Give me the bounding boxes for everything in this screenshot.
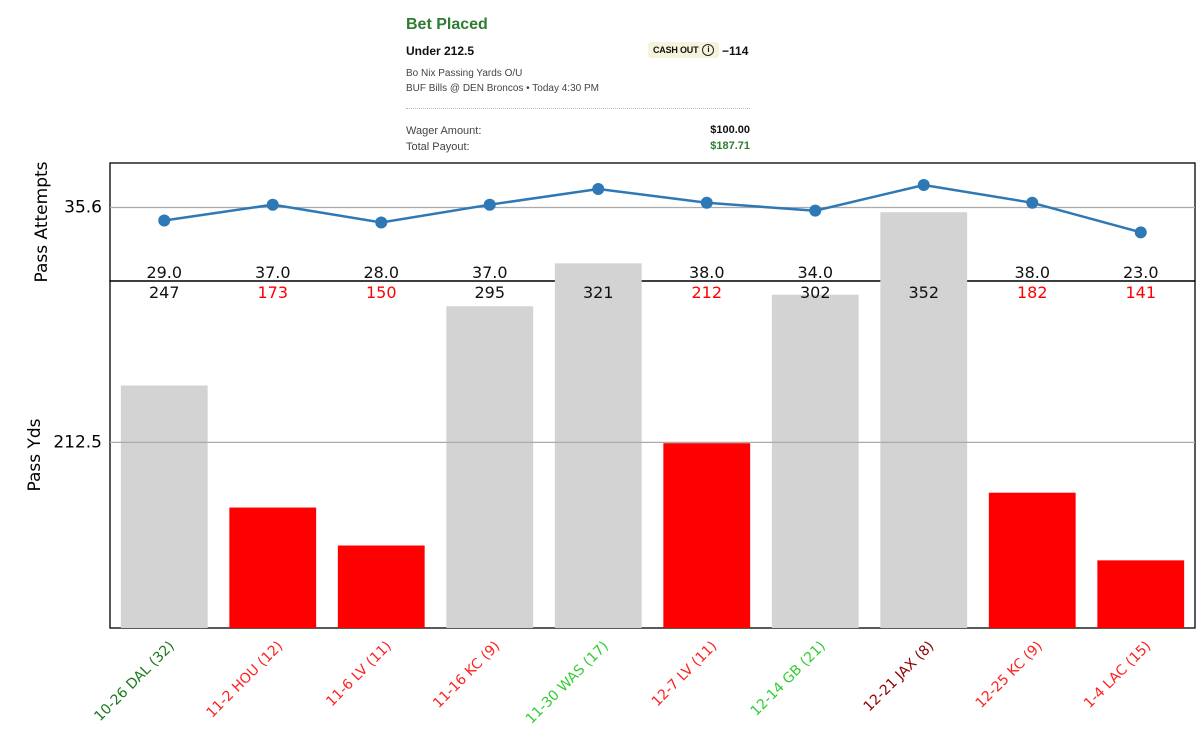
pass-attempts-point [483, 198, 496, 211]
pass-yards-value-label: 173 [257, 283, 288, 302]
pass-yards-bar [446, 306, 534, 628]
pass-attempts-point [158, 214, 171, 227]
info-icon[interactable]: i [702, 44, 715, 56]
pass-attempts-point [1134, 226, 1147, 239]
pass-yards-value-label: 212 [691, 283, 722, 302]
pass-yards-value-label: 182 [1017, 283, 1048, 302]
pass-attempts-point [375, 216, 388, 229]
x-tick-label: 12-25 KC (9) [973, 638, 1046, 711]
pass-yards-value-label: 247 [149, 283, 180, 302]
pass-yards-axis-label: Pass Yds [25, 418, 45, 491]
bottom-panel-frame [109, 280, 1196, 629]
bet-odds: −114 [722, 44, 749, 58]
pass-attempts-value-label: 38.0 [1014, 263, 1050, 282]
x-tick-label: 12-21 JAX (8) [861, 638, 938, 715]
x-tick-label: 11-16 KC (9) [430, 638, 503, 711]
total-payout-label: Total Payout: [406, 141, 470, 153]
bet-title: Bet Placed [406, 16, 488, 33]
pass-yards-value-label: 321 [583, 283, 614, 302]
pass-yards-bar [1097, 560, 1185, 628]
pass-attempts-point [592, 182, 605, 195]
cash-out-label: CASH OUT [653, 45, 699, 55]
x-tick-label: 11-2 HOU (12) [203, 638, 286, 721]
pass-yards-reference-label: 212.5 [53, 432, 102, 452]
pass-attempts-value-label: 28.0 [363, 263, 399, 282]
bet-game: BUF Bills @ DEN Broncos • Today 4:30 PM [406, 83, 599, 94]
pass-attempts-point [1026, 196, 1039, 209]
pass-attempts-point [809, 204, 822, 217]
x-tick-label: 12-7 LV (11) [649, 638, 721, 710]
pass-yards-panel: 212.5 Pass Yds 247 173 150 295 321 212 302 352 1… [25, 212, 1196, 629]
pass-attempts-value-label: 38.0 [689, 263, 725, 282]
bet-market: Bo Nix Passing Yards O/U [406, 68, 523, 79]
x-tick-label: 1-4 LAC (15) [1081, 638, 1154, 711]
wager-amount-label: Wager Amount: [406, 125, 482, 137]
pass-attempts-value-label: 23.0 [1123, 263, 1159, 282]
pass-attempts-point [700, 196, 713, 209]
pass-yards-bar [120, 385, 208, 628]
pass-attempts-line [164, 183, 1142, 234]
pass-yards-value-label: 150 [366, 283, 397, 302]
pass-attempts-value-label: 37.0 [472, 263, 508, 282]
pass-yards-bar [554, 263, 642, 628]
pass-yards-value-label: 295 [474, 283, 505, 302]
pass-yards-value-label: 302 [800, 283, 831, 302]
cash-out-button[interactable]: CASH OUT i [648, 42, 720, 58]
pass-yards-value-label: 141 [1125, 283, 1156, 302]
pass-attempts-axis-label: Pass Attempts [32, 161, 52, 282]
x-tick-label: 11-6 LV (11) [323, 638, 395, 710]
pass-attempts-value-label: 34.0 [797, 263, 833, 282]
x-tick-label: 10-26 DAL (32) [91, 638, 177, 724]
pass-attempts-point [917, 179, 930, 192]
bet-selection: Under 212.5 [406, 44, 475, 58]
pass-attempts-reference-label: 35.6 [64, 198, 102, 218]
pass-attempts-value-label: 37.0 [255, 263, 291, 282]
x-tick-label: 11-30 WAS (17) [523, 638, 612, 727]
total-payout-value: $187.71 [710, 140, 750, 152]
pass-yards-bar [663, 443, 751, 628]
pass-yards-bar [988, 492, 1076, 628]
bet-slip-card: Bet Placed Under 212.5 CASH OUT i −114 B… [400, 10, 752, 158]
wager-amount-value: $100.00 [710, 124, 750, 136]
pass-yards-value-label: 352 [908, 283, 939, 302]
pass-yards-bar [229, 507, 317, 628]
pass-attempts-point [266, 198, 279, 211]
x-axis-tick-labels: 10-26 DAL (32) 11-2 HOU (12) 11-6 LV (11) 1… [91, 638, 1154, 727]
divider [406, 108, 750, 109]
x-tick-label: 12-14 GB (21) [748, 638, 829, 719]
pass-attempts-value-label: 29.0 [146, 263, 182, 282]
pass-yards-bar [337, 545, 425, 628]
pass-yards-bar [880, 212, 968, 628]
pass-yards-bar [771, 294, 859, 628]
